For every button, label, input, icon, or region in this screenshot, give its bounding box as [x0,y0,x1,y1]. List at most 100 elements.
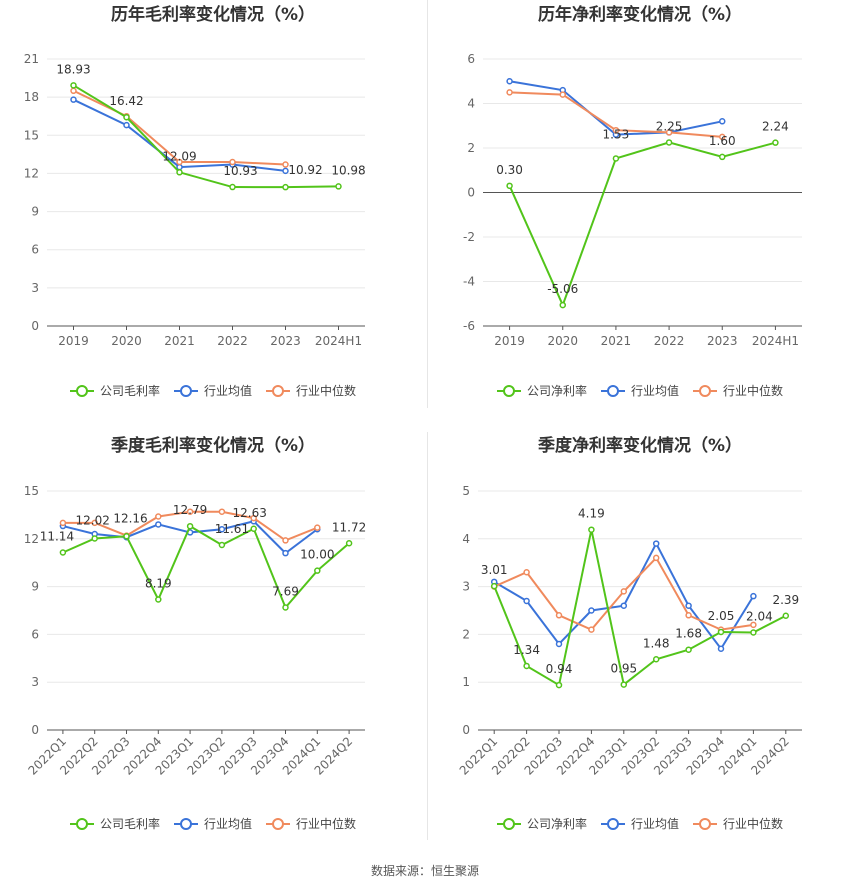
x-tick-label: 2022 [217,334,248,348]
data-point-company [314,567,321,574]
legend-marker [699,818,711,830]
data-point-company [123,113,130,121]
data-point-industry_median [282,537,289,544]
x-tick-label: 2019 [58,334,89,348]
data-label: 1.34 [513,643,540,657]
legend-label: 行业均值 [631,816,679,831]
y-tick-label: 3 [31,281,39,295]
chart-title: 季度净利率变化情况（%） [538,435,742,456]
series-line-company [62,524,350,610]
chart-panel-1: 历年毛利率变化情况（%） 0 3 6 9 12 15 18 21 2019 2020 2021 2022… [24,4,366,398]
data-point-industry_avg [176,163,183,171]
data-label: 8.19 [145,577,172,591]
data-point-company [345,540,353,547]
data-point-industry_median [620,588,628,595]
legend-item: 行业中位数 [266,383,356,398]
legend-item: 行业均值 [174,816,252,831]
data-point-industry_avg [685,602,692,609]
legend-marker [180,385,192,397]
data-point-company [250,525,257,533]
data-point-company [490,582,498,590]
vertical-divider-top [427,0,428,408]
legend-label: 行业中位数 [723,383,783,398]
y-tick-label: 0 [31,723,39,737]
series-line-industry_avg [493,541,755,651]
y-tick-label: 9 [31,205,39,219]
data-point-company [719,153,726,161]
data-point-industry_avg [719,118,726,125]
legend-label: 公司毛利率 [100,383,160,398]
data-label: 4.19 [578,507,605,521]
data-point-industry_median [229,158,236,166]
chart-title: 历年净利率变化情况（%） [538,4,742,25]
data-point-company [685,646,692,653]
data-point-company [772,139,779,146]
legend-item: 行业均值 [601,816,679,831]
legend-label: 行业中位数 [723,816,783,831]
y-tick-label: 6 [31,627,39,641]
data-point-company [717,628,725,636]
data-point-industry_median [282,161,289,168]
data-point-company [229,183,236,191]
legend-marker [607,818,619,830]
legend-item: 行业均值 [601,383,679,398]
data-label: 2.39 [772,593,799,607]
data-point-industry_avg [555,640,563,648]
y-tick-label: 0 [462,723,470,737]
data-label: 18.93 [56,62,90,76]
data-point-industry_median [314,524,321,531]
y-tick-label: 3 [462,580,470,594]
data-point-industry_avg [750,592,757,600]
legend-item: 公司净利率 [497,383,587,398]
data-source-note: 数据来源：恒生聚源 [370,864,479,878]
data-point-company [555,681,563,689]
x-tick-label: 2024H1 [752,334,799,348]
legend-label: 行业中位数 [296,816,356,831]
y-tick-label: 4 [462,532,470,546]
data-label: 12.63 [233,506,267,520]
data-point-industry_median [612,126,620,134]
data-point-industry_avg [282,167,289,175]
legend-item: 公司毛利率 [70,816,160,831]
y-tick-label: 2 [462,627,470,641]
legend-marker [76,818,88,830]
x-tick-label: 2023 [707,334,738,348]
data-point-company [652,656,660,663]
legend-label: 行业均值 [204,383,252,398]
data-point-company [523,662,530,670]
data-point-industry_avg [506,78,513,85]
data-label: 16.42 [109,94,143,108]
legend-item: 公司净利率 [497,816,587,831]
data-point-industry_median [685,612,692,619]
legend-marker [76,385,88,397]
x-tick-label: 2024H1 [315,334,362,348]
data-point-company [155,596,162,603]
y-tick-label: 0 [31,319,39,333]
legend-label: 公司净利率 [527,383,587,398]
data-point-industry_median [250,514,257,522]
legend-marker [503,818,515,830]
chart-panel-3: 季度毛利率变化情况（%）036912152022Q12022Q22022Q320… [24,435,367,831]
y-tick-label: 15 [24,484,39,498]
legend-marker [607,385,619,397]
series-line-company [493,529,787,687]
data-label: 1.68 [675,627,702,641]
legend-item: 行业中位数 [693,816,783,831]
chart-panel-2: 历年净利率变化情况（%） -6 -4 -2 0 2 4 6 2019 2020 2021 2022 20… [463,4,802,398]
data-point-industry_median [186,508,194,515]
data-point-industry_median [176,158,183,166]
data-point-industry_avg [123,121,130,129]
legend-label: 公司净利率 [527,816,587,831]
data-point-company [282,604,289,611]
legend-label: 行业均值 [631,383,679,398]
legend-marker [699,385,711,397]
data-label: 12.79 [173,503,207,517]
data-label: 1.60 [709,134,736,148]
data-label: 0.95 [610,662,637,676]
data-point-industry_avg [282,549,289,557]
legend-marker [180,818,192,830]
y-tick-label: 1 [462,675,470,689]
y-tick-label: 6 [467,52,475,66]
data-point-industry_avg [218,525,226,533]
